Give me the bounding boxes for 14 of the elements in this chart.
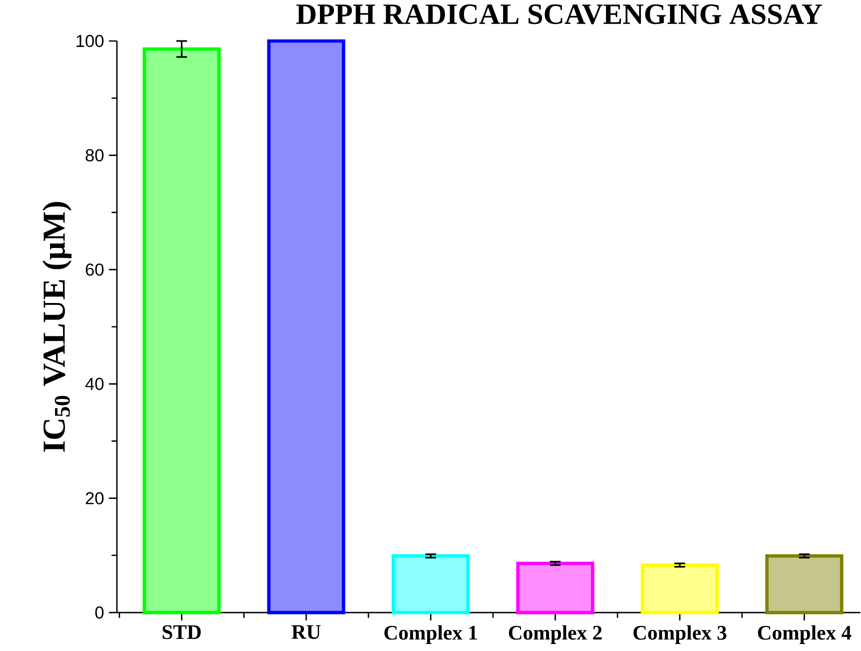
y-tick-label: 40 xyxy=(85,378,104,390)
x-tick-label: Complex 4 xyxy=(758,625,852,644)
x-tick-label: Complex 1 xyxy=(384,625,477,644)
y-tick-label: 20 xyxy=(86,492,104,505)
y-tick-label: 60 xyxy=(86,264,104,276)
y-tick-label: 100 xyxy=(76,35,104,48)
x-tick-label: Complex 3 xyxy=(633,625,726,644)
y-tick-label: 80 xyxy=(86,149,104,162)
x-tick-label: RU xyxy=(292,625,321,640)
chart-title: DPPH RADICAL SCAVENGING ASSAY xyxy=(296,4,822,25)
y-axis-title: IC$_{50}$ VALUE (µM) xyxy=(42,202,72,452)
x-tick-label: Complex 2 xyxy=(508,625,602,644)
x-tick-label: STD xyxy=(162,625,201,640)
y-tick-label: 0 xyxy=(95,606,104,619)
